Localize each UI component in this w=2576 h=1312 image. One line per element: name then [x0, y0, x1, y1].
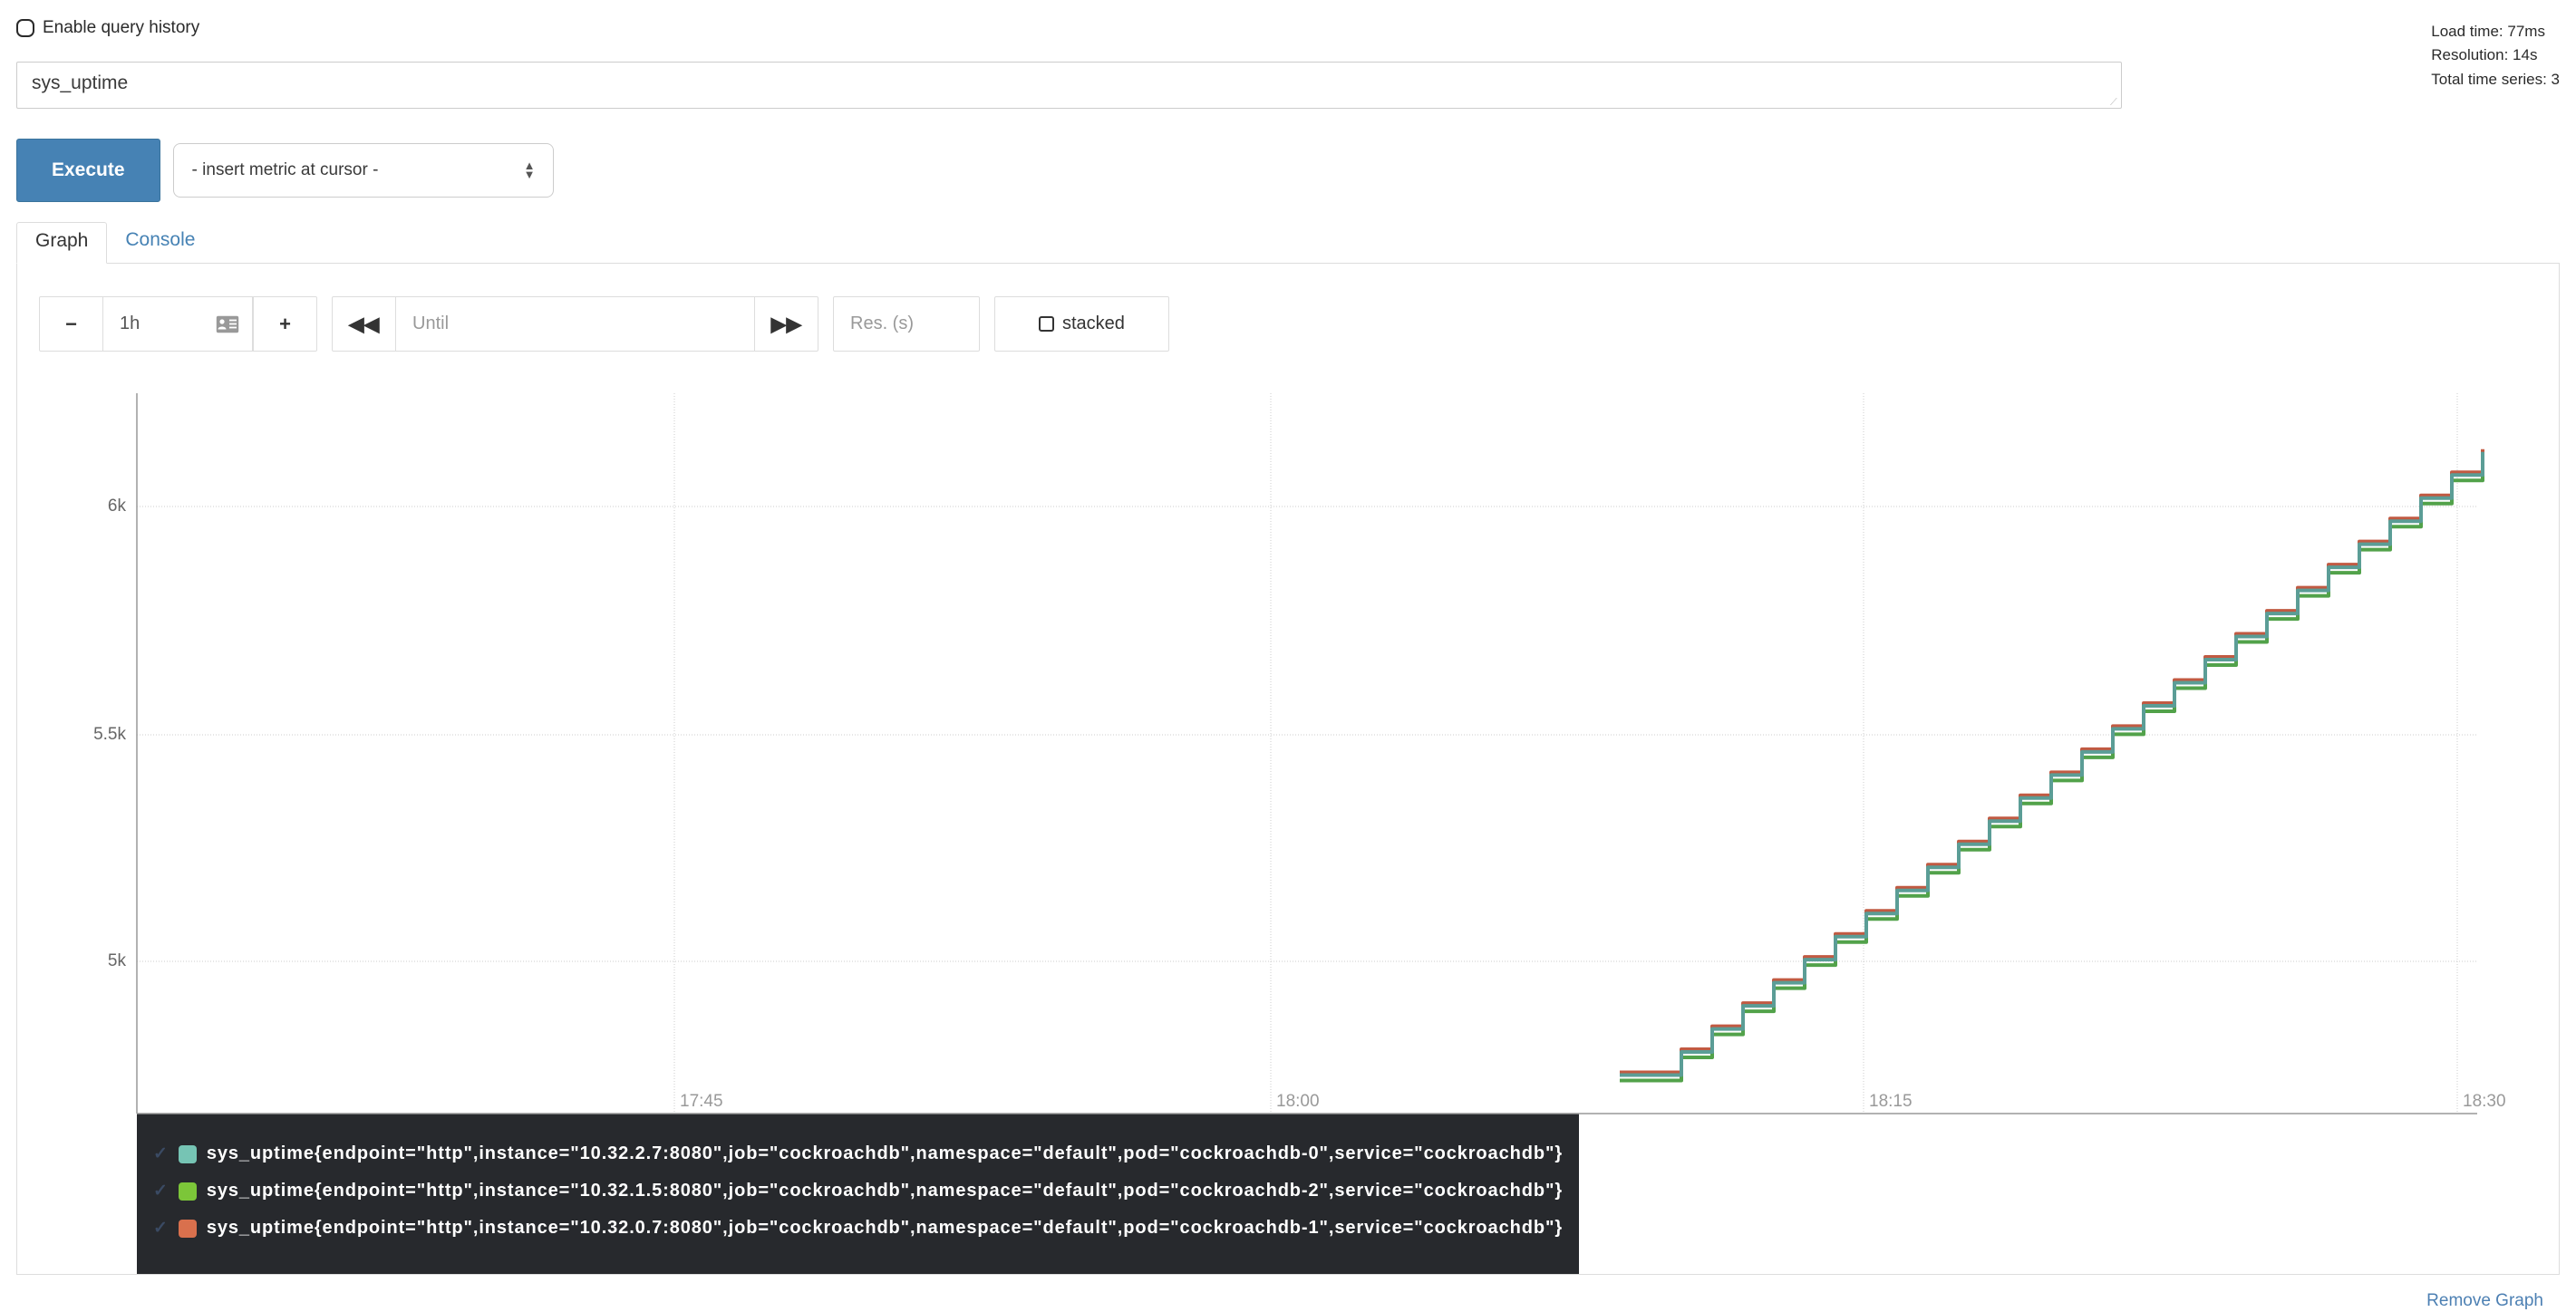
svg-text:6k: 6k — [108, 497, 127, 516]
svg-text:5.5k: 5.5k — [93, 725, 126, 744]
svg-text:5k: 5k — [108, 951, 127, 970]
svg-text:17:45: 17:45 — [680, 1092, 723, 1111]
svg-text:18:30: 18:30 — [2463, 1092, 2506, 1111]
svg-text:18:00: 18:00 — [1276, 1092, 1320, 1111]
svg-text:18:15: 18:15 — [1869, 1092, 1913, 1111]
